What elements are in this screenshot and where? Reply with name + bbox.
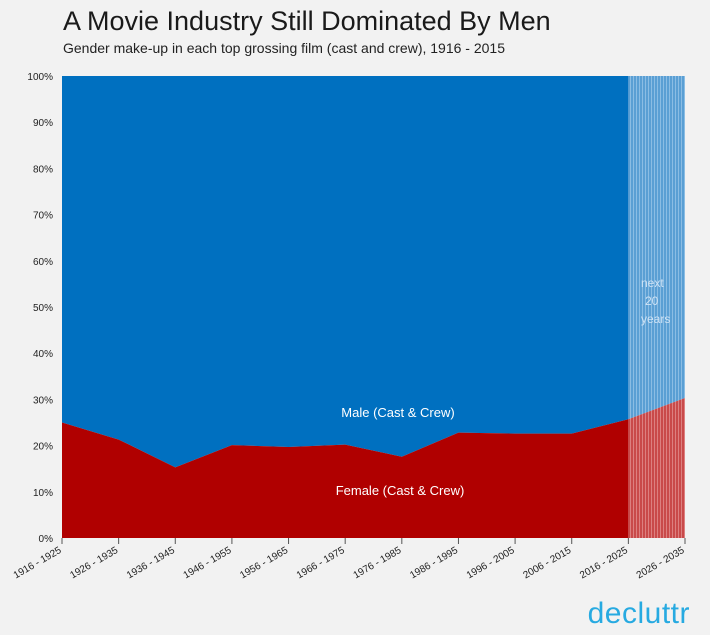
x-tick-label: 1996 - 2005 [465, 545, 517, 581]
x-tick-label: 1976 - 1985 [352, 545, 404, 581]
plot-area [62, 76, 685, 538]
y-tick-label: 0% [39, 534, 54, 545]
x-tick-label: 1916 - 1925 [12, 545, 64, 581]
x-tick-label: 1966 - 1975 [295, 545, 347, 581]
projection-label: next [641, 276, 664, 290]
female-series-label: Female (Cast & Crew) [336, 483, 465, 498]
x-tick-label: 2006 - 2015 [521, 545, 573, 581]
y-tick-label: 10% [33, 488, 53, 499]
y-tick-label: 50% [33, 303, 53, 314]
x-tick-label: 1986 - 1995 [408, 545, 460, 581]
x-tick-label: 1936 - 1945 [125, 545, 177, 581]
female-area [62, 419, 629, 538]
chart-title: A Movie Industry Still Dominated By Men [63, 6, 551, 36]
y-tick-label: 60% [33, 257, 53, 268]
y-tick-label: 30% [33, 395, 53, 406]
chart-subtitle: Gender make-up in each top grossing film… [63, 40, 506, 56]
male-projection-area [628, 76, 685, 420]
projection-label: years [641, 312, 670, 326]
x-tick-label: 2026 - 2035 [635, 545, 687, 581]
y-tick-label: 100% [27, 72, 53, 83]
male-area [62, 76, 629, 468]
male-series-label: Male (Cast & Crew) [341, 405, 454, 420]
y-tick-label: 70% [33, 211, 53, 222]
brand-logo: decluttr [587, 597, 690, 630]
female-projection-area [628, 398, 685, 538]
projection-label: 20 [645, 294, 659, 308]
x-tick-label: 2016 - 2025 [578, 545, 630, 581]
y-tick-label: 80% [33, 164, 53, 175]
x-tick-label: 1946 - 1955 [182, 545, 234, 581]
y-tick-label: 90% [33, 118, 53, 129]
y-tick-label: 20% [33, 442, 53, 453]
x-tick-label: 1956 - 1965 [238, 545, 290, 581]
y-tick-label: 40% [33, 349, 53, 360]
x-tick-label: 1926 - 1935 [68, 545, 120, 581]
